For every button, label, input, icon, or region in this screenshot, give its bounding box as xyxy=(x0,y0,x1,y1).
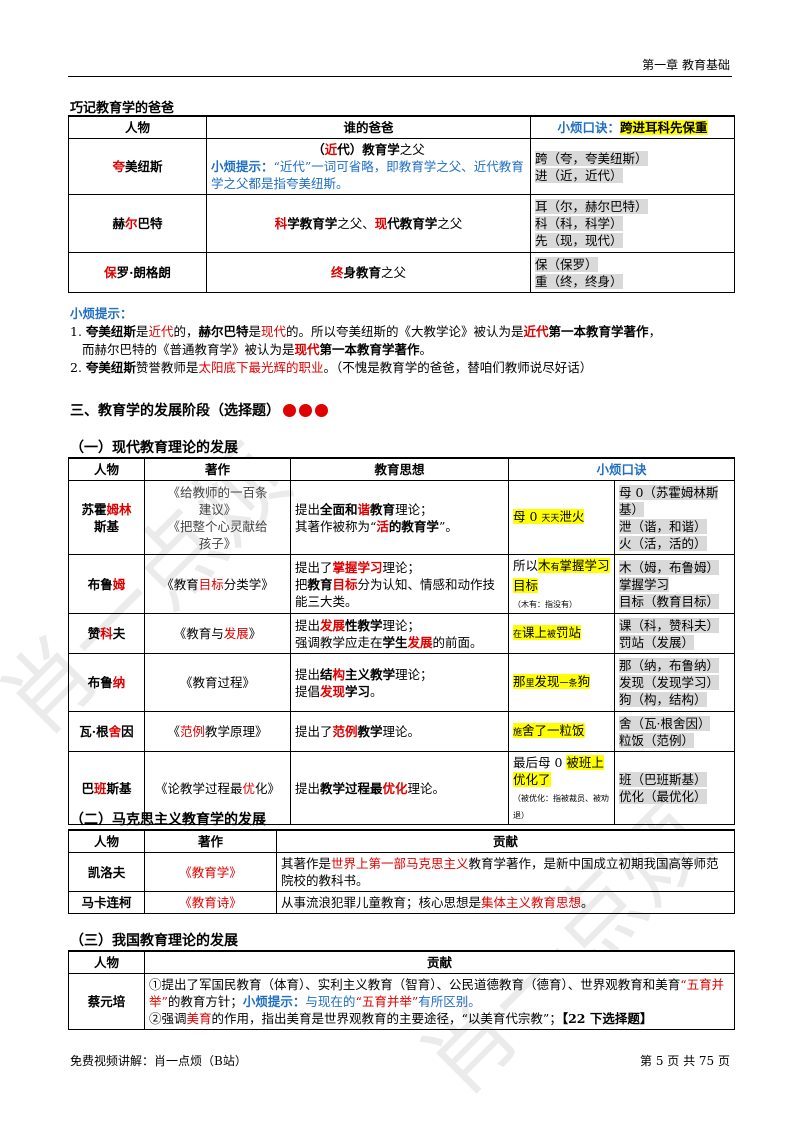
work-cell: 《范例教学原理》 xyxy=(144,711,291,752)
idea-cell: 提出全面和谐教育理论； 其著作被称为“活的教育学”。 xyxy=(290,480,509,555)
idea-cell: 提出结构主义教学理论； 提倡发现学习。 xyxy=(290,653,509,712)
who-cell: 科学教育学之父、现代教育学之父 xyxy=(206,194,531,253)
sub3-title: （三）我国教育理论的发展 xyxy=(70,933,238,949)
idea-cell: 提出发展性教学理论； 强调教学应走在学生发展的前面。 xyxy=(290,613,509,654)
work-cell: 《教育与发展》 xyxy=(144,613,291,654)
person-name: 夸美纽斯 xyxy=(68,138,207,195)
mnemonic-cell: 所以木有掌握学习目标 （木有：指没有） xyxy=(508,554,615,614)
section-3-title: 三、教育学的发展阶段（选择题） xyxy=(70,400,328,420)
work-cell: 《教育过程》 xyxy=(144,653,291,712)
mnemonic-cell: 保（保罗） 重（终，终身） xyxy=(530,252,735,293)
idea-cell: 提出了掌握学习理论； 把教育目标分为认知、情感和动作技能三大类。 xyxy=(290,554,509,614)
star-dot-icon xyxy=(283,404,296,417)
work-cell: 《论教学过程最优化》 xyxy=(144,751,291,825)
col-contrib: 贡献 xyxy=(276,829,735,853)
mnemonic-text: 跨进耳科先保重 xyxy=(620,120,708,135)
work-cell: 《给教师的一百条 建议》 《把整个心灵献给 孩子》 xyxy=(144,480,291,555)
modern-theory-table: 人物 著作 教育思想 小烦口诀 苏霍姆林 斯基 《给教师的一百条 建议》 《把整个心灵… xyxy=(68,457,736,825)
contrib-cell: 从事流浪犯罪儿童教育；核心思想是集体主义教育思想。 xyxy=(276,891,735,914)
col-person: 人物 xyxy=(68,950,145,974)
mnemonic-label: 小烦口诀： xyxy=(557,120,620,135)
mnemonic-detail: 舍（瓦·根舍因） 粒饭（范例） xyxy=(613,711,736,752)
idea-cell: 提出了范例教学理论。 xyxy=(290,711,509,752)
work-cell: 《教育学》 xyxy=(144,852,277,892)
person-name: 苏霍姆林 斯基 xyxy=(68,480,145,555)
tip-1: 1. 夸美纽斯是近代的，赫尔巴特是现代的。所以夸美纽斯的《大教学论》被认为是近代… xyxy=(70,324,662,339)
col-mnemonic: 小烦口诀：跨进耳科先保重 xyxy=(530,115,735,139)
person-name: 蔡元培 xyxy=(68,973,145,1030)
table-row: 蔡元培 ①提出了军国民教育（体育）、实利主义教育（智育）、公民道德教育（德育）、… xyxy=(68,973,735,1030)
fathers-title: 巧记教育学的爸爸 xyxy=(70,101,175,116)
mnemonic-detail: 那（纳，布鲁纳） 发现（发现学习） 狗（构，结构） xyxy=(613,653,736,712)
person-name: 瓦·根舍因 xyxy=(68,711,145,752)
col-work: 著作 xyxy=(144,457,291,481)
table-row: 巴班斯基 《论教学过程最优化》 提出教学过程最优化理论。 最后母 0 被班上优化… xyxy=(68,751,736,825)
tip-1-cont: 而赫尔巴特的《普通教育学》被认为是现代第一本教育学著作。 xyxy=(82,342,433,357)
mnemonic-cell: 那里发现一条狗 xyxy=(508,653,615,712)
mnemonic-detail: 班（巴班斯基） 优化（最优化） xyxy=(613,751,736,825)
col-contrib: 贡献 xyxy=(144,950,735,974)
fathers-tips: 小烦提示： 1. 夸美纽斯是近代的，赫尔巴特是现代的。所以夸美纽斯的《大教学论》… xyxy=(70,305,732,377)
table-row: 布鲁姆 《教育目标分类学》 提出了掌握学习理论； 把教育目标分为认知、情感和动作… xyxy=(68,554,736,614)
table-row: 马卡连柯 《教育诗》 从事流浪犯罪儿童教育；核心思想是集体主义教育思想。 xyxy=(68,891,735,914)
person-name: 马卡连柯 xyxy=(68,891,145,914)
sub1-title: （一）现代教育理论的发展 xyxy=(70,440,238,456)
table-row: 保罗·朗格朗 终身教育之父 保（保罗） 重（终，终身） xyxy=(68,252,735,293)
china-table: 人物 贡献 蔡元培 ①提出了军国民教育（体育）、实利主义教育（智育）、公民道德教… xyxy=(68,950,735,1030)
page-header: 第一章 教育基础 xyxy=(642,58,730,72)
idea-cell: 提出教学过程最优化理论。 xyxy=(290,751,509,825)
col-person: 人物 xyxy=(68,829,145,853)
mnemonic-detail: 木（姆，布鲁姆） 掌握学习 目标（教育目标） xyxy=(613,554,736,614)
col-work: 著作 xyxy=(144,829,277,853)
mnemonic-cell: 耳（尔，赫尔巴特） 科（科，科学） 先（现，现代） xyxy=(530,194,735,253)
col-mnemonic: 小烦口诀 xyxy=(507,457,736,481)
table-row: 凯洛夫 《教育学》 其著作是世界上第一部马克思主义教育学著作，是新中国成立初期我… xyxy=(68,852,735,892)
star-dot-icon xyxy=(299,404,312,417)
tip-2: 2. 夸美纽斯赞誉教师是太阳底下最光辉的职业。（不愧是教育学的爸爸，替咱们教师说… xyxy=(70,360,593,375)
table-row: 夸美纽斯 （近代）教育学之父 小烦提示：“近代”一词可省略，即教育学之父、近代教… xyxy=(68,138,735,195)
footer-left: 免费视频讲解：肖一点烦（B站） xyxy=(70,1054,247,1068)
fathers-table: 人物 谁的爸爸 小烦口诀：跨进耳科先保重 夸美纽斯 （近代）教育学之父 小烦提示… xyxy=(68,115,735,293)
mnemonic-cell: 母 0 天天泄火 xyxy=(508,480,615,555)
header-divider xyxy=(68,76,732,77)
mnemonic-cell: 在课上被罚站 xyxy=(508,613,615,654)
table-row: 赫尔巴特 科学教育学之父、现代教育学之父 耳（尔，赫尔巴特） 科（科，科学） 先… xyxy=(68,194,735,253)
person-name: 凯洛夫 xyxy=(68,852,145,892)
mnemonic-cell: 跨（夸，夸美纽斯） 进（近，近代） xyxy=(530,138,735,195)
who-cell: 终身教育之父 xyxy=(206,252,531,293)
sub2-title: （二）马克思主义教育学的发展 xyxy=(70,812,266,828)
table-row: 苏霍姆林 斯基 《给教师的一百条 建议》 《把整个心灵献给 孩子》 提出全面和谐教育理论… xyxy=(68,480,736,555)
person-name: 保罗·朗格朗 xyxy=(68,252,207,293)
work-cell: 《教育目标分类学》 xyxy=(144,554,291,614)
person-name: 布鲁姆 xyxy=(68,554,145,614)
person-name: 巴班斯基 xyxy=(68,751,145,825)
mnemonic-detail: 课（科，赞科夫） 罚站（发展） xyxy=(613,613,736,654)
col-idea: 教育思想 xyxy=(290,457,509,481)
contrib-cell: 其著作是世界上第一部马克思主义教育学著作，是新中国成立初期我国高等师范院校的教科… xyxy=(276,852,735,892)
person-name: 布鲁纳 xyxy=(68,653,145,712)
star-dot-icon xyxy=(315,404,328,417)
mnemonic-detail: 母 0（苏霍姆林斯基） 泄（谐，和谐） 火（活，活的） xyxy=(613,480,736,555)
mnemonic-cell: 最后母 0 被班上优化了 （被优化：指被裁员、被劝退） xyxy=(508,751,615,825)
work-cell: 《教育诗》 xyxy=(144,891,277,914)
col-person: 人物 xyxy=(68,457,145,481)
table-row: 赞科夫 《教育与发展》 提出发展性教学理论； 强调教学应走在学生发展的前面。 在… xyxy=(68,613,736,654)
table-row: 布鲁纳 《教育过程》 提出结构主义教学理论； 提倡发现学习。 那里发现一条狗 那… xyxy=(68,653,736,712)
person-name: 赞科夫 xyxy=(68,613,145,654)
footer-page: 第 5 页 共 75 页 xyxy=(640,1054,730,1068)
who-cell: （近代）教育学之父 小烦提示：“近代”一词可省略，即教育学之父、近代教育学之父都… xyxy=(206,138,531,195)
mnemonic-cell: 施舍了一粒饭 xyxy=(508,711,615,752)
col-person: 人物 xyxy=(68,115,207,139)
marxist-table: 人物 著作 贡献 凯洛夫 《教育学》 其著作是世界上第一部马克思主义教育学著作，… xyxy=(68,829,735,914)
tips-label: 小烦提示： xyxy=(70,306,133,321)
contrib-cell: ①提出了军国民教育（体育）、实利主义教育（智育）、公民道德教育（德育）、世界观教… xyxy=(144,973,735,1030)
col-who: 谁的爸爸 xyxy=(206,115,531,139)
table-row: 瓦·根舍因 《范例教学原理》 提出了范例教学理论。 施舍了一粒饭 舍（瓦·根舍因… xyxy=(68,711,736,752)
person-name: 赫尔巴特 xyxy=(68,194,207,253)
